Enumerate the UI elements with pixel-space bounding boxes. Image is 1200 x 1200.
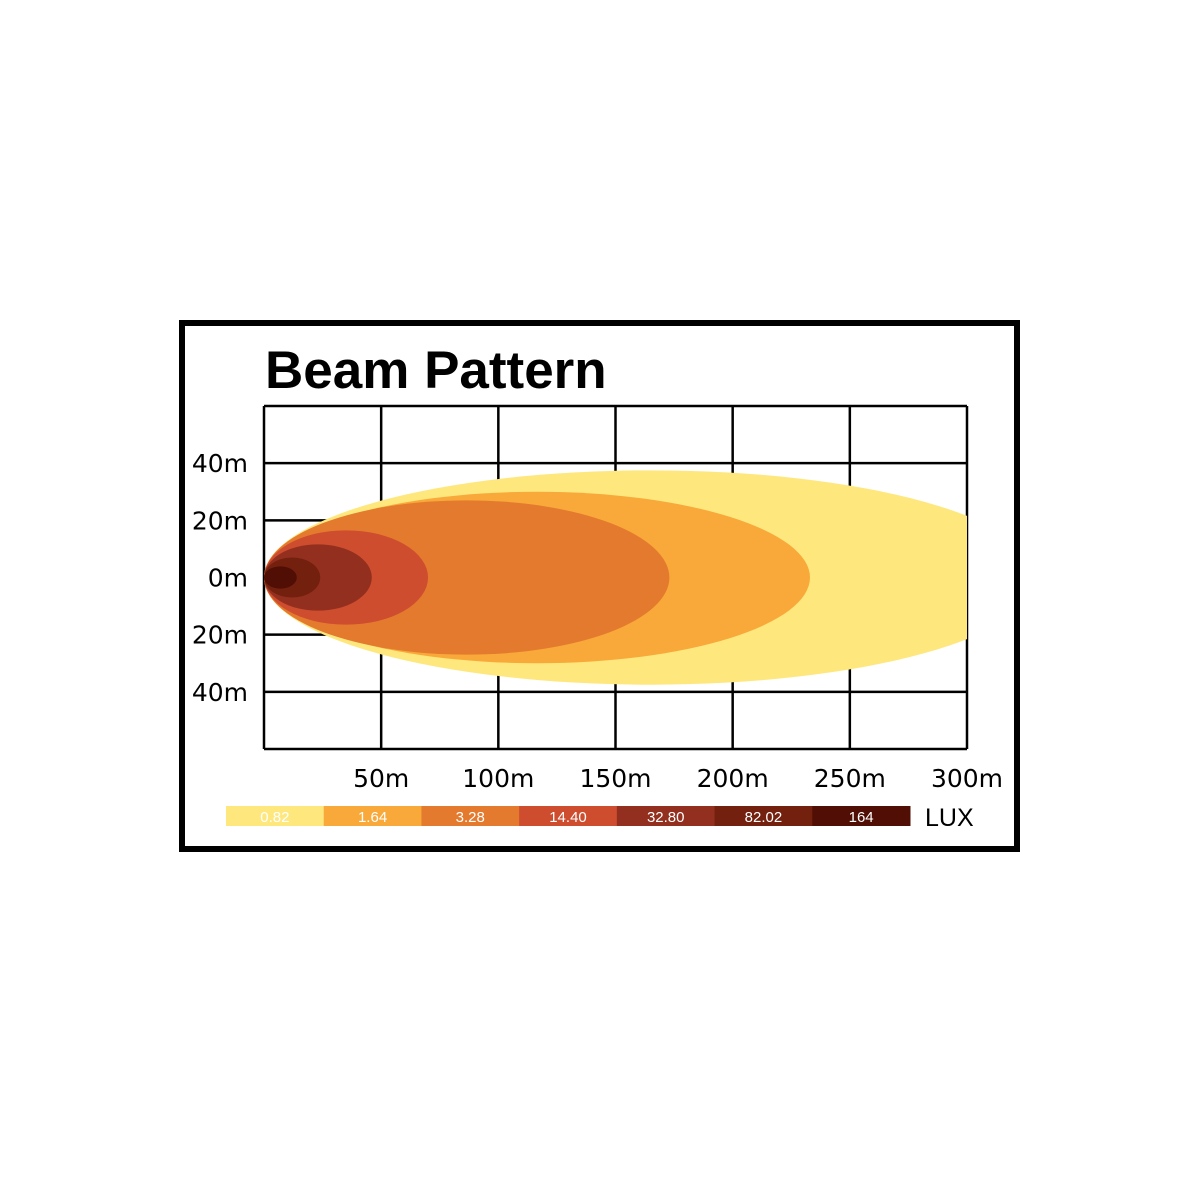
y-axis-ticks: 40m 20m 0m 20m 40m — [192, 449, 248, 707]
legend-label: 1.64 — [358, 809, 387, 826]
x-tick-label: 100m — [462, 764, 534, 793]
lux-legend: 0.82 1.64 3.28 14.40 32.80 82.02 164 — [226, 806, 911, 826]
x-tick-label: 250m — [814, 764, 886, 793]
beam-contours — [264, 470, 967, 685]
legend-swatch — [519, 806, 618, 826]
y-tick-label: 20m — [192, 506, 248, 535]
x-tick-label: 50m — [353, 764, 409, 793]
legend-swatch — [812, 806, 911, 826]
x-tick-label: 200m — [697, 764, 769, 793]
x-axis-ticks: 50m 100m 150m 200m 250m 300m — [353, 764, 1003, 793]
legend-label: 14.40 — [549, 809, 587, 826]
legend-swatch — [421, 806, 520, 826]
legend-label: 0.82 — [260, 809, 289, 826]
beam-contour-164 — [264, 566, 297, 589]
legend-label: 164 — [849, 809, 874, 826]
legend-unit: LUX — [925, 804, 974, 832]
legend-label: 82.02 — [745, 809, 783, 826]
y-tick-label: 20m — [192, 621, 248, 650]
y-tick-label: 0m — [208, 564, 248, 593]
legend-swatch — [323, 806, 422, 826]
y-tick-label: 40m — [192, 449, 248, 478]
y-tick-label: 40m — [192, 678, 248, 707]
x-tick-label: 300m — [931, 764, 1003, 793]
legend-label: 3.28 — [456, 809, 485, 826]
legend-swatch — [616, 806, 716, 826]
chart-title: Beam Pattern — [265, 341, 607, 400]
legend-swatch — [714, 806, 813, 826]
legend-swatch — [226, 806, 325, 826]
x-tick-label: 150m — [579, 764, 651, 793]
legend-label: 32.80 — [647, 809, 685, 826]
